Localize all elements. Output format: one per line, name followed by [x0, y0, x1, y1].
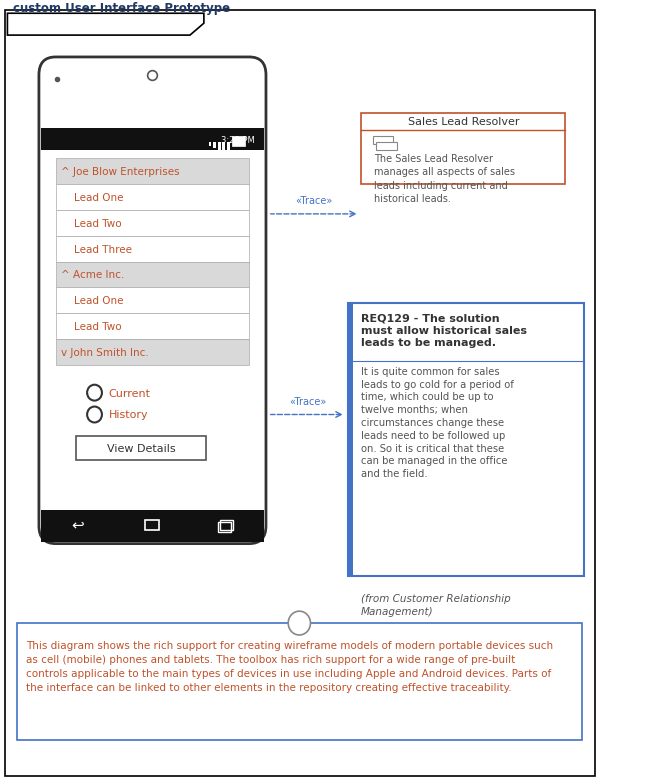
Bar	[56, 339, 249, 365]
FancyBboxPatch shape	[39, 57, 266, 544]
Text: Lead One: Lead One	[61, 296, 124, 306]
Bar	[218, 142, 221, 150]
Text: 3:28 PM: 3:28 PM	[221, 137, 255, 145]
FancyBboxPatch shape	[5, 10, 595, 776]
Text: «Trace»: «Trace»	[295, 196, 333, 206]
Text: Lead One: Lead One	[61, 193, 124, 203]
Text: Lead Two: Lead Two	[61, 322, 122, 332]
Bar	[377, 142, 397, 150]
Bar	[227, 142, 230, 155]
Bar	[56, 262, 249, 287]
Bar	[373, 137, 393, 144]
Bar	[41, 128, 264, 150]
Bar	[56, 184, 249, 210]
Bar	[223, 142, 225, 152]
Circle shape	[87, 407, 102, 423]
Text: History: History	[109, 411, 148, 420]
Text: Lead Three: Lead Three	[61, 244, 132, 255]
Text: Sales Lead Resolver: Sales Lead Resolver	[408, 117, 519, 127]
Bar	[347, 303, 353, 576]
Bar	[56, 210, 249, 236]
Text: This diagram shows the rich support for creating wireframe models of modern port: This diagram shows the rich support for …	[26, 641, 553, 693]
Text: Current: Current	[109, 389, 151, 398]
Bar	[213, 142, 216, 148]
Text: It is quite common for sales
leads to go cold for a period of
time, which could : It is quite common for sales leads to go…	[360, 367, 513, 480]
Text: (from Customer Relationship
Management): (from Customer Relationship Management)	[360, 594, 510, 618]
Text: Lead Two: Lead Two	[61, 219, 122, 229]
Text: «Trace»: «Trace»	[289, 397, 326, 407]
Bar	[208, 142, 212, 146]
Bar	[362, 112, 565, 184]
Bar	[219, 520, 233, 530]
Text: custom User Interface Prototype: custom User Interface Prototype	[13, 2, 230, 16]
Polygon shape	[7, 13, 204, 35]
Text: ↩: ↩	[71, 517, 84, 532]
Bar	[144, 520, 159, 530]
Bar	[56, 236, 249, 262]
Text: REQ129 - The solution
must allow historical sales
leads to be managed.: REQ129 - The solution must allow histori…	[360, 313, 527, 348]
Bar	[232, 137, 245, 146]
Bar	[56, 287, 249, 313]
Bar	[76, 437, 206, 460]
Bar	[347, 303, 584, 576]
Bar	[41, 510, 264, 542]
Text: v John Smith Inc.: v John Smith Inc.	[61, 348, 149, 358]
Bar	[218, 522, 231, 532]
Bar	[56, 313, 249, 339]
Bar	[56, 159, 249, 184]
Text: ^ Joe Blow Enterprises: ^ Joe Blow Enterprises	[61, 167, 180, 177]
Text: The Sales Lead Resolver
manages all aspects of sales
leads including current and: The Sales Lead Resolver manages all aspe…	[375, 155, 516, 204]
Bar	[17, 623, 582, 740]
Text: ^ Acme Inc.: ^ Acme Inc.	[61, 270, 124, 280]
Text: View Details: View Details	[107, 444, 175, 455]
Circle shape	[288, 612, 311, 635]
Circle shape	[87, 385, 102, 401]
